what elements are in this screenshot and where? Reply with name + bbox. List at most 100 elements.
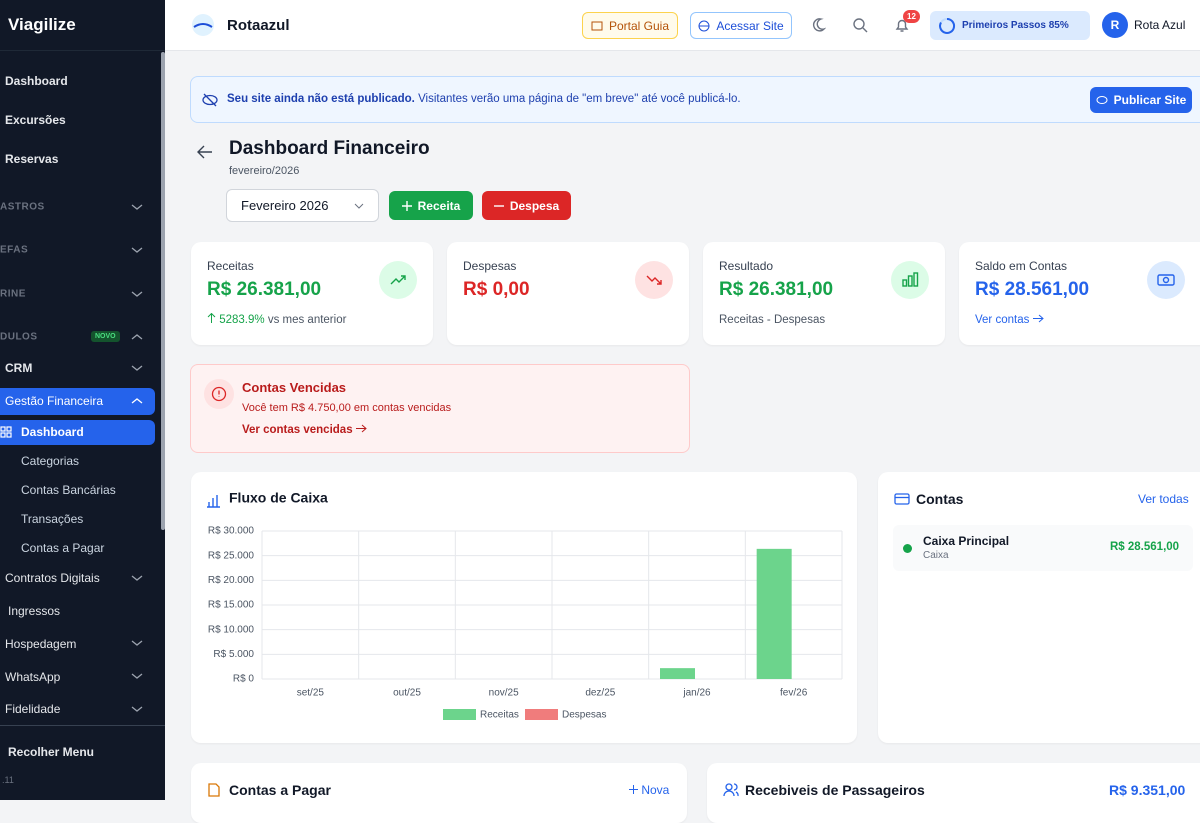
x-tick-label: dez/25 bbox=[585, 688, 615, 699]
brand[interactable]: Viagilize bbox=[8, 15, 76, 34]
collapse-menu[interactable]: Recolher Menu bbox=[8, 745, 95, 759]
version: .11 bbox=[2, 775, 14, 785]
nav-item[interactable]: Fidelidade bbox=[5, 702, 61, 716]
bar bbox=[756, 548, 792, 679]
nav-item[interactable]: Excursões bbox=[5, 113, 66, 127]
stat-label: Despesas bbox=[463, 259, 517, 273]
banner-strong: Seu site ainda não está publicado. bbox=[227, 93, 415, 105]
y-tick-label: R$ 25.000 bbox=[208, 550, 255, 561]
select-value: Fevereiro 2026 bbox=[241, 198, 329, 213]
period-select[interactable]: Fevereiro 2026 bbox=[226, 189, 379, 222]
back-button[interactable] bbox=[196, 144, 214, 160]
legend-swatch bbox=[525, 709, 558, 720]
y-tick-label: R$ 15.000 bbox=[208, 600, 255, 611]
publish-banner: Seu site ainda não está publicado. Visit… bbox=[190, 76, 1200, 123]
payables-panel: Contas a Pagar Nova bbox=[191, 763, 687, 823]
stat-label: Saldo em Contas bbox=[975, 259, 1068, 273]
stat-change: 5283.9% bbox=[219, 314, 265, 326]
nav-item[interactable]: Contratos Digitais bbox=[5, 571, 100, 585]
nav-item[interactable]: Reservas bbox=[5, 152, 59, 166]
x-tick-label: set/25 bbox=[297, 688, 325, 699]
x-tick-label: fev/26 bbox=[780, 688, 808, 699]
theme-toggle[interactable] bbox=[810, 17, 826, 33]
stat-card: Resultado R$ 26.381,00 Receitas - Despes… bbox=[703, 242, 945, 345]
nav-section[interactable]: RINE bbox=[0, 288, 26, 300]
expense-button[interactable]: Despesa bbox=[482, 191, 571, 220]
nav-item[interactable]: CRM bbox=[5, 361, 33, 375]
nav-item[interactable]: Dashboard bbox=[5, 74, 68, 88]
portal-button[interactable]: Portal Guia bbox=[582, 12, 678, 39]
nav-section[interactable]: DULOS bbox=[0, 331, 38, 343]
y-tick-label: R$ 10.000 bbox=[208, 624, 255, 635]
nav-item[interactable]: WhatsApp bbox=[5, 670, 61, 684]
x-tick-label: out/25 bbox=[393, 688, 421, 699]
account-type: Caixa bbox=[923, 550, 949, 561]
panel-action[interactable]: Nova bbox=[641, 783, 670, 797]
site-button[interactable]: Acessar Site bbox=[690, 12, 792, 39]
icon bbox=[723, 783, 739, 797]
accounts-panel: Contas Ver todas Caixa Principal Caixa R… bbox=[878, 472, 1200, 743]
nav-item[interactable]: Ingressos bbox=[8, 604, 61, 618]
new-badge: NOVO bbox=[91, 331, 120, 342]
alert-text: Você tem R$ 4.750,00 em contas vencidas bbox=[242, 402, 452, 414]
page-subtitle: fevereiro/2026 bbox=[229, 165, 300, 177]
panel-title: Contas bbox=[916, 491, 964, 507]
nav-item-active[interactable]: Gestão Financeira bbox=[5, 394, 104, 408]
button-label: Publicar Site bbox=[1113, 93, 1187, 107]
stat-value: R$ 0,00 bbox=[463, 279, 530, 300]
overdue-alert: Contas Vencidas Você tem R$ 4.750,00 em … bbox=[190, 364, 690, 453]
stat-card: Despesas R$ 0,00 bbox=[447, 242, 689, 345]
icon bbox=[894, 493, 910, 505]
nav-section[interactable]: ASTROS bbox=[0, 201, 45, 213]
avatar[interactable]: R bbox=[1102, 12, 1128, 38]
logo[interactable] bbox=[191, 13, 215, 37]
panel-link[interactable]: Ver todas bbox=[1138, 492, 1189, 506]
stat-icon bbox=[1147, 261, 1185, 299]
alert-icon bbox=[204, 379, 234, 409]
user-name[interactable]: Rota Azul bbox=[1134, 18, 1186, 32]
alert-link[interactable]: Ver contas vencidas bbox=[242, 424, 353, 436]
receivables-panel: Recebiveis de Passageiros R$ 9.351,00 bbox=[707, 763, 1200, 823]
x-tick-label: jan/26 bbox=[682, 688, 711, 699]
panel-total: R$ 9.351,00 bbox=[1109, 782, 1186, 798]
chart-title: Fluxo de Caixa bbox=[229, 490, 328, 506]
icon bbox=[0, 426, 12, 438]
notifications[interactable] bbox=[894, 17, 910, 33]
legend-swatch bbox=[443, 709, 476, 720]
account-row[interactable]: Caixa Principal Caixa R$ 28.561,00 bbox=[893, 525, 1193, 571]
y-tick-label: R$ 30.000 bbox=[208, 526, 255, 537]
page-title: Dashboard Financeiro bbox=[229, 138, 430, 159]
stat-card: Saldo em Contas R$ 28.561,00 Ver contas bbox=[959, 242, 1200, 345]
onboarding[interactable]: Primeiros Passos 85% bbox=[930, 11, 1090, 40]
income-button[interactable]: Receita bbox=[389, 191, 473, 220]
onboarding-label: Primeiros Passos 85% bbox=[962, 20, 1069, 31]
banner-text: Visitantes verão uma página de "em breve… bbox=[418, 93, 741, 105]
nav-subitem-active[interactable]: Dashboard bbox=[21, 425, 84, 439]
icon bbox=[202, 93, 218, 107]
stat-icon bbox=[379, 261, 417, 299]
button-label: Receita bbox=[417, 198, 461, 213]
y-tick-label: R$ 20.000 bbox=[208, 575, 255, 586]
search[interactable] bbox=[852, 17, 868, 33]
legend-label: Receitas bbox=[480, 710, 519, 721]
x-tick-label: nov/25 bbox=[489, 688, 519, 699]
nav-subitem[interactable]: Transações bbox=[21, 512, 84, 526]
cashflow-panel: Fluxo de Caixa R$ 0 R$ 5.000 R$ 10.000 R$ 1… bbox=[191, 472, 857, 743]
nav-item[interactable]: Hospedagem bbox=[5, 637, 77, 651]
alert-title: Contas Vencidas bbox=[242, 380, 347, 395]
button-label: Despesa bbox=[509, 198, 560, 213]
chevrons bbox=[131, 204, 143, 712]
stat-value: R$ 26.381,00 bbox=[719, 279, 834, 300]
stat-link[interactable]: Ver contas bbox=[975, 314, 1030, 326]
nav-section[interactable]: EFAS bbox=[0, 244, 29, 256]
stat-note: vs mes anterior bbox=[267, 314, 347, 326]
publish-button[interactable]: Publicar Site bbox=[1090, 87, 1192, 113]
bar bbox=[660, 668, 695, 679]
stat-label: Resultado bbox=[719, 259, 774, 273]
nav-subitem[interactable]: Categorias bbox=[21, 454, 80, 468]
nav-subitem[interactable]: Contas a Pagar bbox=[21, 541, 105, 555]
stat-note: Receitas - Despesas bbox=[719, 314, 826, 326]
nav-subitem[interactable]: Contas Bancárias bbox=[21, 483, 116, 497]
stat-icon bbox=[635, 261, 673, 299]
stat-card: Receitas R$ 26.381,00 5283.9% vs mes ant… bbox=[191, 242, 433, 345]
